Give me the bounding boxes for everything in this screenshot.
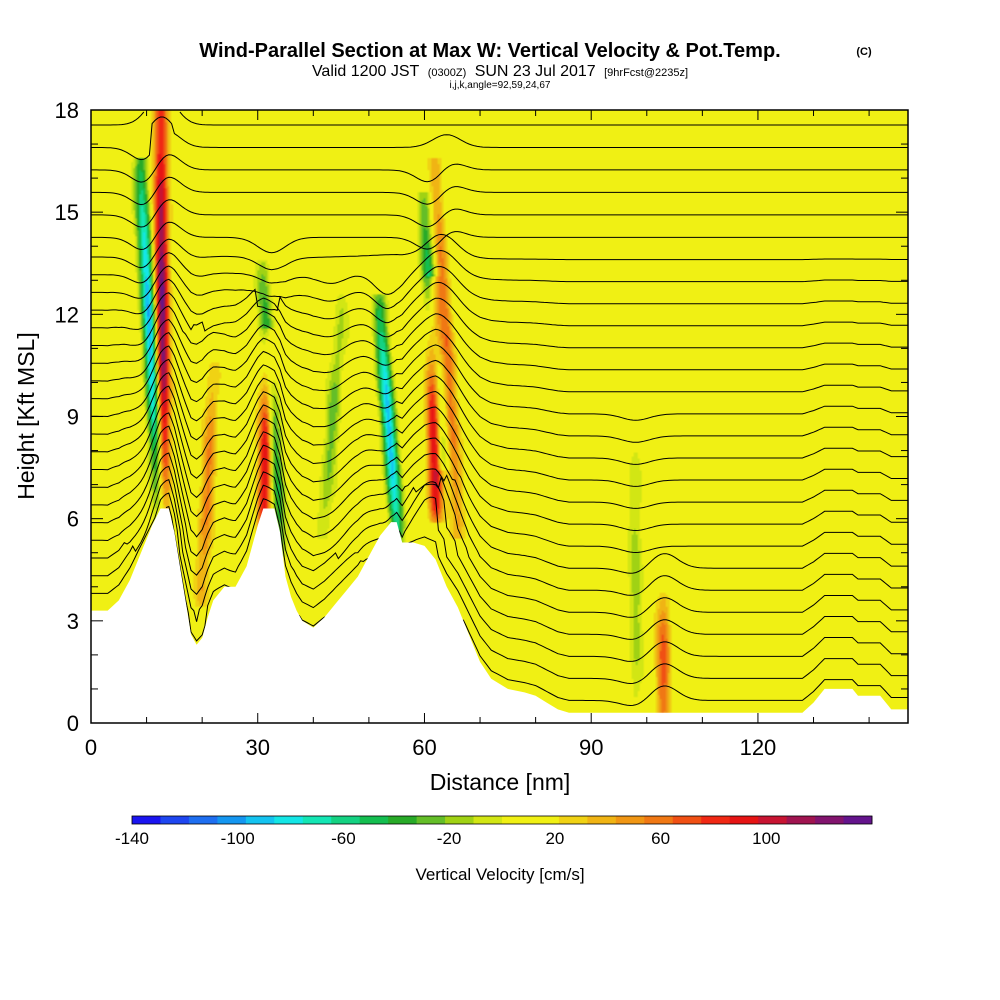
- colorbar-segment: [701, 816, 731, 824]
- y-tick-label: 3: [67, 609, 79, 634]
- theta-contour: [91, 176, 908, 206]
- colorbar-segment: [502, 816, 531, 824]
- colorbar-tick-label: -60: [331, 829, 356, 848]
- chart-subtitle: Valid 1200 JST (0300Z) SUN 23 Jul 2017 […: [312, 63, 688, 80]
- colorbar-tick-label: -20: [437, 829, 462, 848]
- grid-indices: i,j,k,angle=92,59,24,67: [450, 80, 551, 91]
- potential-temperature-contours: [90, 111, 908, 707]
- theta-contour: [91, 278, 908, 327]
- theta-contour: [91, 425, 908, 574]
- y-tick-label: 18: [55, 98, 79, 123]
- theta-contour: [91, 154, 908, 183]
- colorbar-segment: [672, 816, 702, 824]
- plot-frame: [90, 109, 909, 724]
- x-tick-label: 0: [85, 735, 97, 760]
- theta-contour: [91, 233, 908, 271]
- colorbar-segment: [274, 816, 304, 824]
- theta-contour: [91, 331, 908, 421]
- colorbar-segment: [160, 816, 190, 824]
- theta-contour: [91, 479, 908, 662]
- colorbar: [131, 815, 873, 825]
- theta-contour: [91, 221, 908, 254]
- x-tick-labels: 0 30 60 90 120: [85, 735, 776, 760]
- theta-contour: [91, 465, 908, 640]
- x-axis-label: Distance [nm]: [430, 769, 571, 795]
- copyright-mark: (C): [856, 46, 872, 58]
- colorbar-segment: [217, 816, 247, 824]
- theta-contour: [91, 452, 908, 618]
- colorbar-tick-label: 20: [545, 829, 564, 848]
- theta-contour: [90, 385, 908, 509]
- colorbar-tick-label: 100: [752, 829, 780, 848]
- y-tick-label: 0: [67, 711, 79, 736]
- colorbar-segment: [416, 816, 446, 824]
- terrain-mask: [91, 508, 908, 723]
- colorbar-segment: [359, 816, 389, 824]
- theta-contour: [91, 265, 908, 310]
- colorbar-segment: [530, 816, 560, 824]
- x-tick-label: 120: [740, 735, 777, 760]
- colorbar-segment: [388, 816, 418, 824]
- theta-contour: [91, 358, 908, 465]
- theta-contour: [91, 249, 908, 295]
- theta-contour: [91, 318, 908, 393]
- colorbar-frame: [131, 815, 873, 825]
- colorbar-tick-label: -140: [115, 829, 149, 848]
- y-tick-label: 12: [55, 302, 79, 327]
- y-axis-label: Height [Kft MSL]: [13, 332, 39, 499]
- colorbar-segment: [644, 816, 674, 824]
- theta-contour: [91, 492, 908, 685]
- y-tick-labels: 0 3 6 9 12 15 18: [55, 98, 79, 736]
- colorbar-segment: [815, 816, 844, 824]
- colorbar-segment: [786, 816, 816, 824]
- theta-contour: [165, 505, 908, 707]
- y-tick-label: 6: [67, 507, 79, 532]
- theta-contour: [91, 345, 908, 443]
- colorbar-label: Vertical Velocity [cm/s]: [415, 865, 584, 884]
- colorbar-tick-labels: -140 -100 -60 -20 20 60 100: [115, 829, 781, 848]
- theta-contour: [91, 199, 908, 228]
- colorbar-segment: [615, 816, 645, 824]
- theta-contour: [91, 438, 908, 596]
- theta-contour: [91, 116, 908, 161]
- colorbar-segment: [331, 816, 361, 824]
- theta-contour: [91, 412, 908, 554]
- valid-date: SUN 23 Jul 2017: [475, 63, 596, 80]
- theta-contour: [91, 305, 908, 371]
- colorbar-segment: [245, 816, 275, 824]
- colorbar-segment: [188, 816, 218, 824]
- colorbar-segment: [473, 816, 503, 824]
- colorbar-segment: [843, 816, 873, 824]
- colorbar-segment: [729, 816, 759, 824]
- y-tick-label: 15: [55, 200, 79, 225]
- colorbar-segment: [302, 816, 332, 824]
- colorbar-segment: [758, 816, 788, 824]
- colorbar-segment: [587, 816, 617, 824]
- chart-title: Wind-Parallel Section at Max W: Vertical…: [199, 40, 780, 62]
- valid-time: Valid 1200 JST: [312, 63, 420, 80]
- x-tick-label: 30: [245, 735, 269, 760]
- colorbar-segment: [445, 816, 474, 824]
- x-tick-label: 90: [579, 735, 603, 760]
- colorbar-tick-label: 60: [651, 829, 670, 848]
- theta-contour: [91, 111, 908, 126]
- theta-contour: [91, 372, 908, 487]
- plot-area: [90, 109, 909, 724]
- y-tick-label: 9: [67, 405, 79, 430]
- valid-utc: (0300Z): [428, 67, 467, 79]
- theta-contour: [91, 398, 908, 532]
- colorbar-segment: [132, 816, 161, 824]
- colorbar-tick-label: -100: [221, 829, 255, 848]
- x-tick-label: 60: [412, 735, 436, 760]
- axis-ticks: [90, 109, 908, 724]
- colorbar-segment: [558, 816, 588, 824]
- theta-contour: [91, 292, 908, 349]
- forecast-info: [9hrFcst@2235z]: [604, 67, 688, 79]
